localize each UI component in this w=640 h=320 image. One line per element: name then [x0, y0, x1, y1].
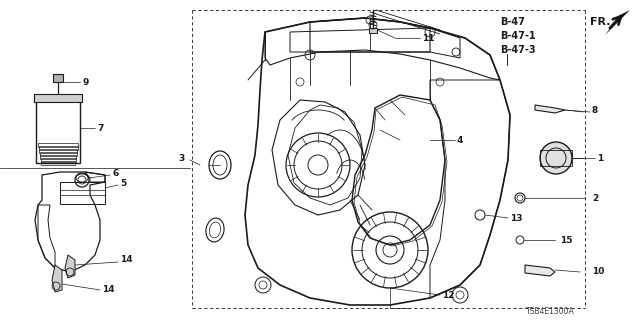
Bar [60, 182, 105, 204]
Text: 15: 15 [560, 236, 573, 244]
Polygon shape [535, 105, 565, 113]
Polygon shape [525, 265, 555, 276]
Bar [39, 146, 78, 150]
Text: 11: 11 [422, 34, 435, 43]
Bar [36, 98, 80, 163]
Bar [39, 149, 77, 153]
Text: 13: 13 [510, 213, 522, 222]
Bar [540, 150, 572, 166]
Text: 8: 8 [592, 106, 598, 115]
Text: 10: 10 [592, 268, 604, 276]
Text: 2: 2 [592, 194, 598, 203]
Text: 9: 9 [82, 77, 88, 86]
Bar [41, 161, 75, 165]
Polygon shape [52, 265, 62, 292]
Text: FR.: FR. [590, 17, 611, 27]
Bar [40, 152, 77, 156]
Text: 4: 4 [457, 135, 463, 145]
Text: B-47: B-47 [500, 17, 525, 27]
Bar [34, 94, 82, 102]
Bar [53, 74, 63, 82]
Bar [369, 28, 377, 33]
Circle shape [540, 142, 572, 174]
Text: 3: 3 [179, 154, 185, 163]
Text: 14: 14 [102, 285, 115, 294]
Text: 14: 14 [120, 255, 132, 265]
Text: 1: 1 [597, 154, 604, 163]
Bar [40, 155, 76, 159]
Text: B-47-1: B-47-1 [500, 31, 536, 41]
Text: 12: 12 [442, 291, 454, 300]
Text: 5: 5 [120, 179, 126, 188]
Polygon shape [65, 255, 75, 278]
Text: 7: 7 [97, 124, 104, 132]
Bar [41, 158, 76, 162]
Bar [38, 143, 78, 147]
Polygon shape [605, 10, 630, 35]
Text: B-47-3: B-47-3 [500, 45, 536, 55]
Text: 6: 6 [112, 169, 118, 178]
Text: TSB4E1300A: TSB4E1300A [526, 308, 575, 316]
